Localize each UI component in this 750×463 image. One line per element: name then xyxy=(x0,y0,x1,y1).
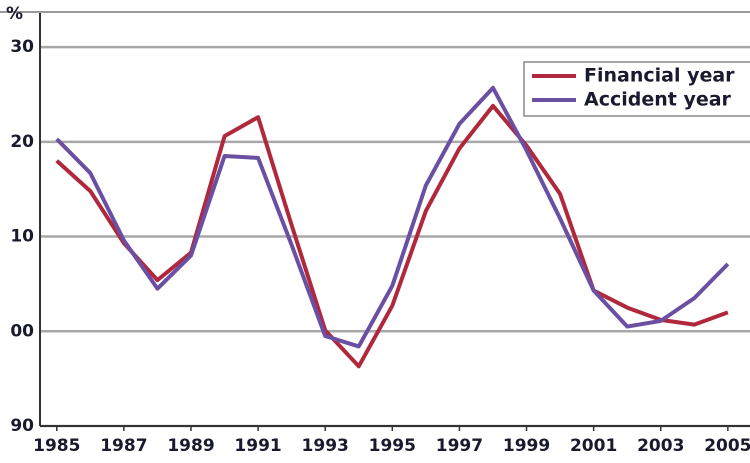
line-series xyxy=(55,103,729,369)
legend-label: Financial year xyxy=(584,65,735,87)
x-tick-label: 2003 xyxy=(637,436,684,456)
x-tick-label: 1999 xyxy=(503,436,550,456)
legend-label: Accident year xyxy=(584,89,732,111)
x-tick-label: 1991 xyxy=(234,436,281,456)
x-tick-label: 1989 xyxy=(167,436,214,456)
y-tick-label: 90 xyxy=(10,416,34,436)
line-series xyxy=(55,85,730,349)
x-tick-label: 1985 xyxy=(33,436,80,456)
x-tick-label: 2001 xyxy=(570,436,617,456)
y-tick-label: 00 xyxy=(10,321,34,341)
y-tick-label: 30 xyxy=(10,37,34,57)
x-tick-label: 1993 xyxy=(302,436,349,456)
x-tick-label: 2005 xyxy=(704,436,750,456)
x-tick-label: 1997 xyxy=(436,436,483,456)
y-tick-label: 10 xyxy=(10,227,34,247)
y-tick-label: 20 xyxy=(10,132,34,152)
legend-box xyxy=(523,61,750,117)
x-tick-label: 1987 xyxy=(100,436,147,456)
y-unit-label: % xyxy=(6,4,23,24)
x-tick-label: 1995 xyxy=(369,436,416,456)
